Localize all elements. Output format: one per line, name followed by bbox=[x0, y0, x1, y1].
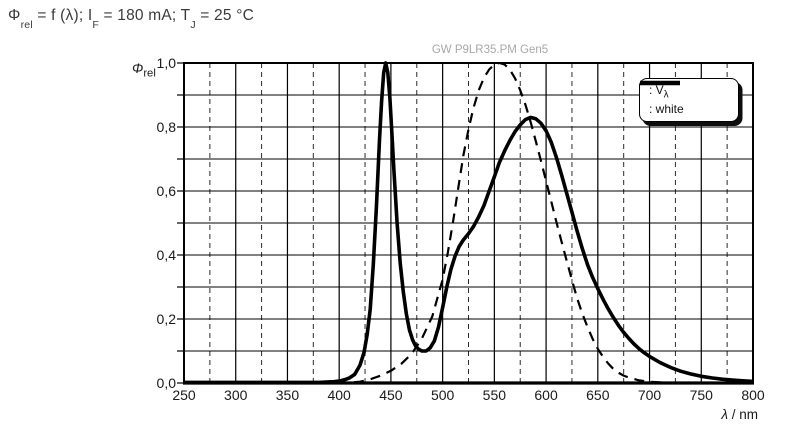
y-tick-label: 0,4 bbox=[156, 247, 176, 263]
x-tick-label: 350 bbox=[275, 387, 300, 403]
x-tick-label: 650 bbox=[586, 387, 610, 403]
y-tick-label: 0,6 bbox=[156, 183, 176, 199]
y-tick-label: 0,8 bbox=[156, 119, 176, 135]
x-tick-label: 700 bbox=[637, 387, 662, 403]
x-axis-label: λ / nm bbox=[721, 407, 758, 422]
chart-title: Φrel = f (λ); IF = 180 mA; TJ = 25 °C bbox=[8, 7, 254, 31]
legend-label: : white bbox=[649, 101, 684, 116]
x-tick-label: 800 bbox=[741, 387, 765, 403]
y-tick-label: 0,0 bbox=[156, 375, 176, 391]
legend-box: : Vλ: white bbox=[639, 78, 739, 122]
legend-entry-white: : white bbox=[640, 80, 730, 116]
curve-V_lambda bbox=[183, 61, 754, 385]
x-tick-label: 500 bbox=[430, 387, 455, 403]
x-tick-label: 400 bbox=[327, 387, 351, 403]
y-tick-label: 0,2 bbox=[156, 311, 176, 327]
watermark-label: GW P9LR35.PM Gen5 bbox=[431, 44, 549, 56]
x-tick-label: 250 bbox=[172, 387, 196, 403]
x-tick-label: 450 bbox=[379, 387, 403, 403]
x-tick-label: 550 bbox=[482, 387, 507, 403]
curve-white bbox=[184, 61, 754, 385]
x-tick-label: 300 bbox=[224, 387, 248, 403]
y-axis-label: Φrel bbox=[132, 61, 156, 80]
x-tick-label: 600 bbox=[534, 387, 558, 403]
legend-label: : Vλ bbox=[649, 82, 669, 101]
y-tick-label: 1,0 bbox=[156, 55, 176, 71]
x-tick-label: 750 bbox=[689, 387, 713, 403]
solid-line-sample bbox=[640, 80, 680, 86]
